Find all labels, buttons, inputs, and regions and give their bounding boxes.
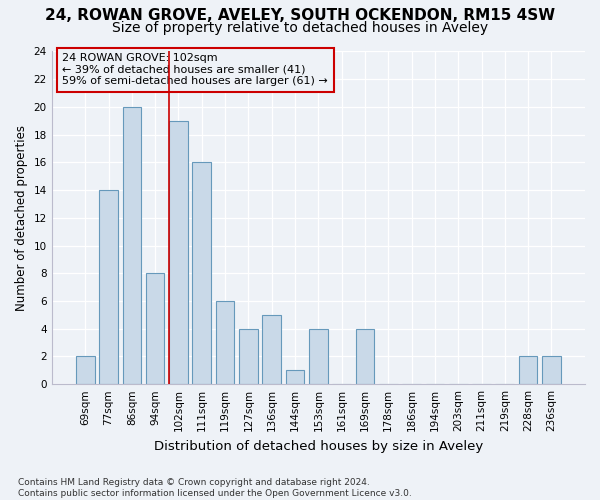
Text: Contains HM Land Registry data © Crown copyright and database right 2024.
Contai: Contains HM Land Registry data © Crown c… (18, 478, 412, 498)
Bar (239, 328, 258, 384)
Text: 24, ROWAN GROVE, AVELEY, SOUTH OCKENDON, RM15 4SW: 24, ROWAN GROVE, AVELEY, SOUTH OCKENDON,… (45, 8, 555, 22)
Bar (356, 328, 374, 384)
Bar (76, 356, 95, 384)
Bar (99, 190, 118, 384)
Bar (309, 328, 328, 384)
Bar (286, 370, 304, 384)
Text: Size of property relative to detached houses in Aveley: Size of property relative to detached ho… (112, 21, 488, 35)
Text: 24 ROWAN GROVE: 102sqm
← 39% of detached houses are smaller (41)
59% of semi-det: 24 ROWAN GROVE: 102sqm ← 39% of detached… (62, 53, 328, 86)
Bar (262, 315, 281, 384)
Bar (519, 356, 538, 384)
Bar (122, 107, 141, 384)
Bar (146, 274, 164, 384)
Bar (169, 121, 188, 384)
Y-axis label: Number of detached properties: Number of detached properties (15, 125, 28, 311)
Bar (193, 162, 211, 384)
Bar (542, 356, 561, 384)
X-axis label: Distribution of detached houses by size in Aveley: Distribution of detached houses by size … (154, 440, 483, 452)
Bar (216, 301, 235, 384)
